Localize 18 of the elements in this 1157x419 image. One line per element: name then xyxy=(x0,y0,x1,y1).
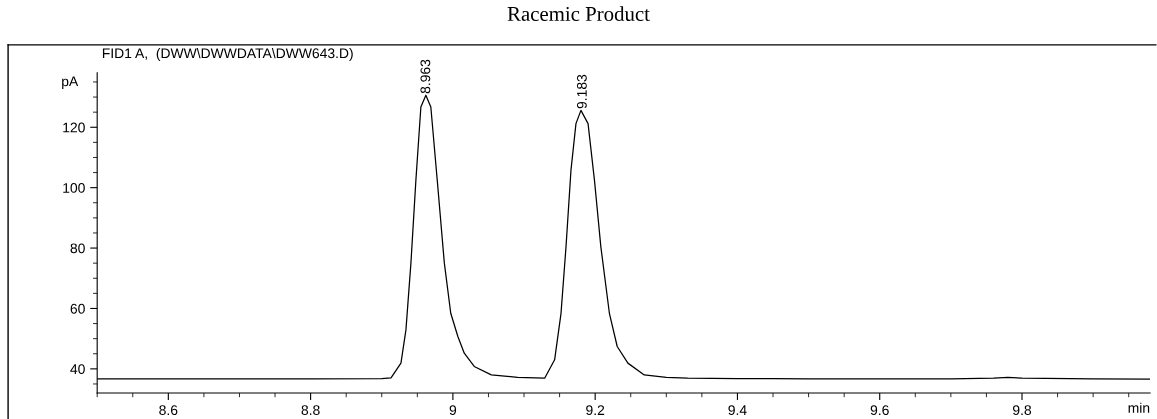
y-axis-title: pA xyxy=(62,76,79,89)
annotation: 9.183 xyxy=(576,74,587,109)
y-tick-label: 120 xyxy=(63,122,85,133)
x-tick-label: 9.6 xyxy=(870,405,889,416)
x-axis-title: min xyxy=(1128,402,1150,413)
chart-subtitle: FID1 A, (DWW\DWWDATA\DWW643.D) xyxy=(102,48,353,61)
x-tick-label: 8.8 xyxy=(301,405,320,416)
annotation: 8.963 xyxy=(420,59,431,94)
x-tick-label: 8.6 xyxy=(159,405,178,416)
y-tick-label: 40 xyxy=(70,364,85,375)
x-tick-label: 9.8 xyxy=(1013,405,1032,416)
y-tick-label: 80 xyxy=(70,243,85,254)
x-tick-label: 9 xyxy=(449,405,457,416)
y-tick-label: 60 xyxy=(70,303,85,314)
x-tick-label: 9.2 xyxy=(586,405,605,416)
chart-title: Racemic Product xyxy=(507,6,650,21)
y-tick-label: 100 xyxy=(63,183,85,193)
x-tick-label: 9.4 xyxy=(728,405,747,416)
